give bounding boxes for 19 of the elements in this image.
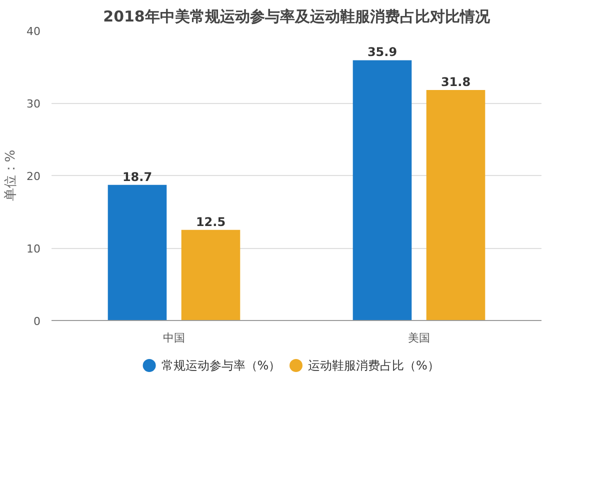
y-tick-label: 20 [26, 170, 41, 183]
bar [352, 60, 412, 320]
bar [108, 184, 167, 320]
x-tick-label: 美国 [408, 332, 430, 344]
y-axis-title: 单位：% [4, 150, 19, 202]
data-label: 12.5 [196, 214, 226, 229]
data-label: 18.7 [122, 170, 152, 184]
y-tick-label: 0 [34, 315, 40, 328]
legend-label: 运动鞋服消费占比（%） [308, 358, 440, 372]
legend-label: 常规运动参与率（%） [161, 358, 281, 372]
chart-title: 2018年中美常规运动参与率及运动鞋服消费占比对比情况 [103, 8, 491, 26]
y-tick-label: 40 [26, 25, 41, 38]
x-tick-label: 中国 [163, 332, 185, 344]
y-tick-label: 10 [26, 242, 41, 256]
y-tick-label: 30 [26, 98, 41, 110]
data-label: 35.9 [367, 45, 398, 60]
bar [181, 230, 240, 320]
bar [426, 90, 486, 320]
data-label: 31.8 [440, 74, 471, 89]
